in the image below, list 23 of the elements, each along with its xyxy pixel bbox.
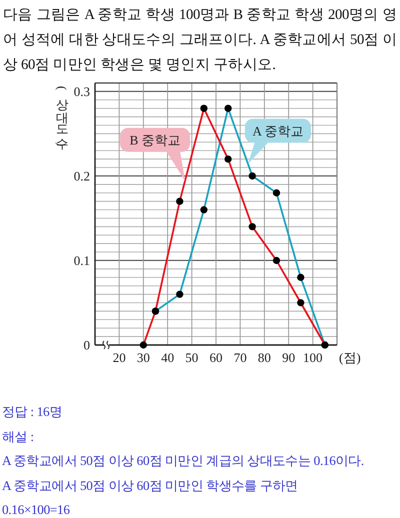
- x-tick-label: 80: [258, 350, 271, 365]
- x-tick-label: 90: [282, 350, 296, 365]
- y-axis-title: (상대도수): [55, 86, 69, 150]
- x-tick-label: 20: [112, 350, 126, 365]
- x-tick-label: 50: [185, 350, 198, 365]
- x-tick-label: 100: [303, 350, 323, 365]
- text: 정답 : 16명: [2, 403, 64, 421]
- series-label: B 중학교: [130, 132, 180, 148]
- x-tick-label: 60: [210, 350, 222, 365]
- y-tick-label: 0.3: [74, 84, 90, 99]
- y-tick-label: 0.2: [74, 168, 90, 184]
- y-tick-label: 0: [84, 338, 90, 352]
- x-axis-title: (점): [339, 350, 361, 365]
- text: 0.16×100=16: [2, 501, 71, 518]
- series-label: A 중학교: [252, 123, 304, 138]
- chart-title: 다음 그림은 A 중학교 학생 100명과 B 중학교 학생 200명의 영어 성적에 대한 상대도수의 그래프이다. A 중학교에서 50점 이상 60점 미만인 학생은 몇 명인지 구하시오.: [3, 6, 397, 75]
- x-tick-label: 70: [234, 350, 247, 365]
- y-tick-label: 0.1: [74, 252, 90, 268]
- x-tick-label: 40: [161, 350, 174, 365]
- text: A 중학교에서 50점 이상 60점 미만인 학생수를 구하면: [2, 476, 299, 494]
- x-tick-label: 30: [136, 350, 150, 365]
- text: A 중학교에서 50점 이상 60점 미만인 계급의 상대도수는 0.16이다.: [2, 452, 365, 470]
- text: 해설 :: [2, 428, 35, 446]
